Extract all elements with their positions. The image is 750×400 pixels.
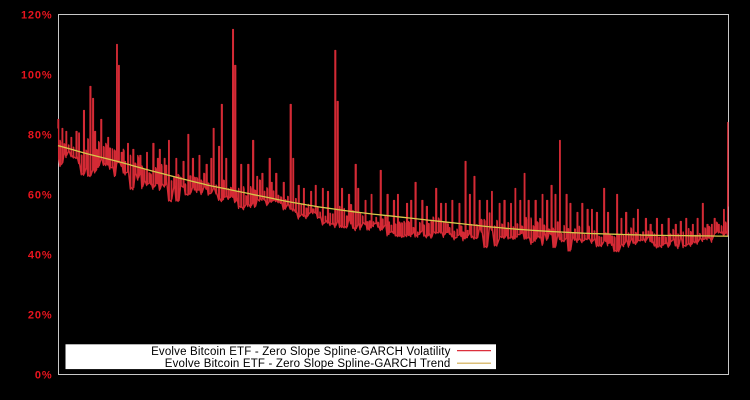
svg-text:100%: 100%	[21, 70, 53, 82]
svg-text:120%: 120%	[21, 10, 53, 22]
svg-text:60%: 60%	[28, 190, 53, 202]
svg-text:40%: 40%	[28, 250, 53, 262]
svg-text:Evolve Bitcoin ETF - Zero Slop: Evolve Bitcoin ETF - Zero Slope Spline-G…	[151, 346, 450, 358]
svg-text:Evolve Bitcoin ETF - Zero Slop: Evolve Bitcoin ETF - Zero Slope Spline-G…	[165, 358, 451, 370]
svg-text:80%: 80%	[28, 130, 53, 142]
svg-text:0%: 0%	[35, 370, 53, 382]
svg-text:20%: 20%	[28, 310, 53, 322]
